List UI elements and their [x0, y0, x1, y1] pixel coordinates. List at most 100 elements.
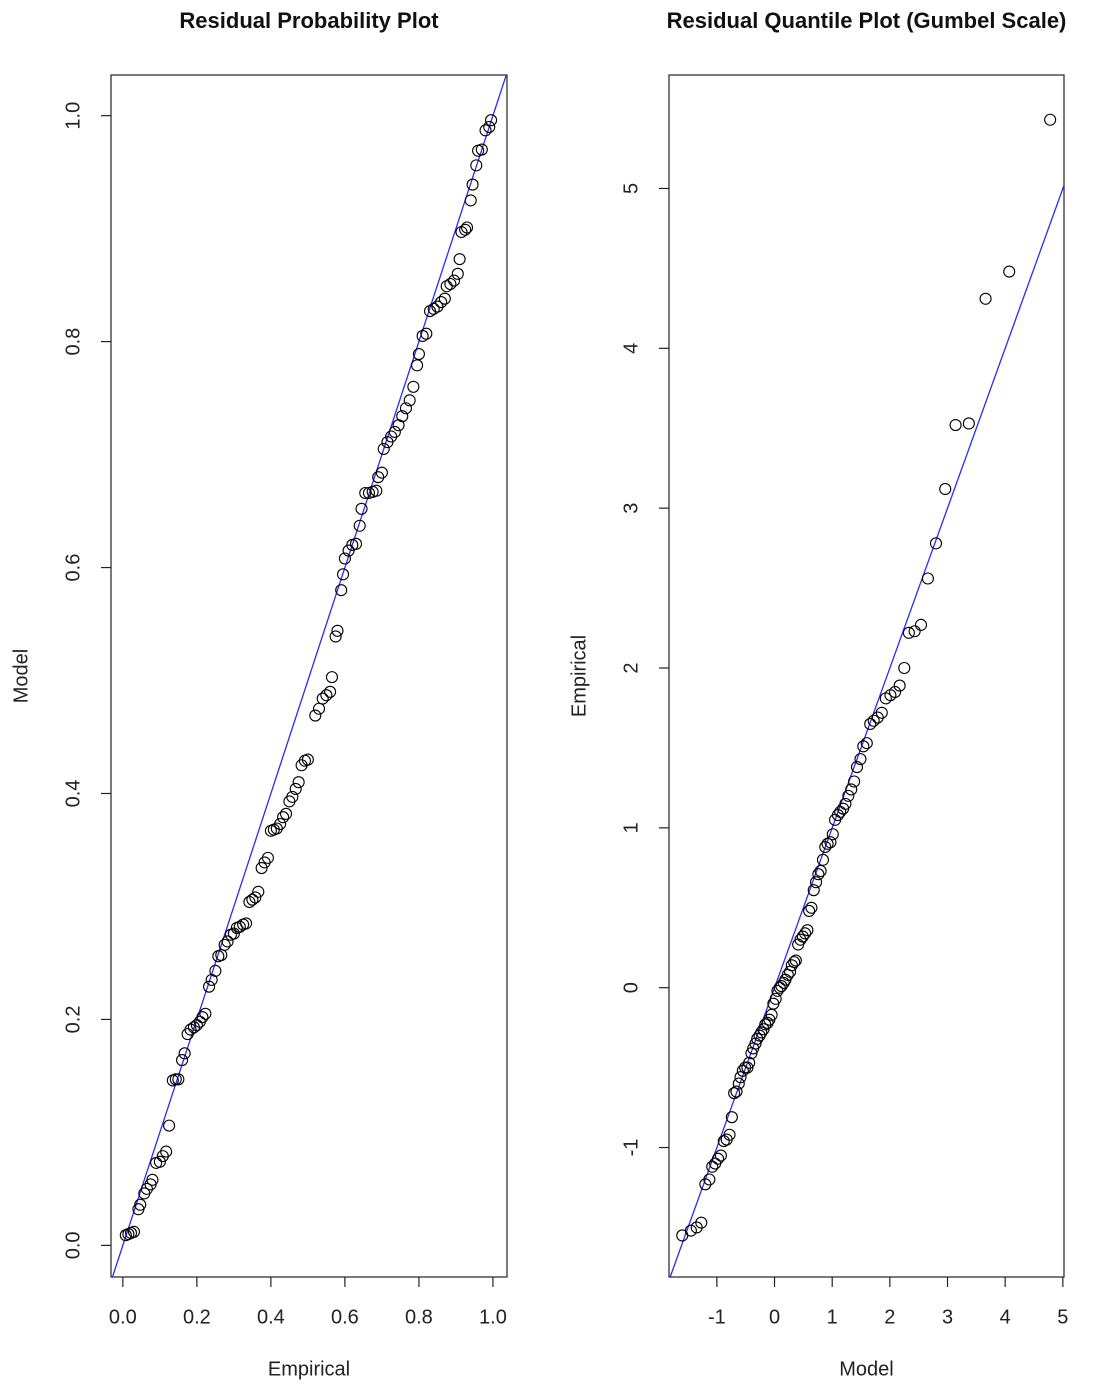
point	[949, 419, 962, 432]
point	[690, 1221, 703, 1234]
point	[850, 761, 864, 774]
x-tick-label: 0.4	[257, 1306, 285, 1328]
point	[834, 805, 847, 818]
point	[979, 292, 992, 305]
y-tick-label: 0	[620, 982, 642, 993]
point	[160, 1145, 173, 1158]
point	[218, 938, 231, 951]
point	[403, 394, 416, 407]
chart-title: Residual Quantile Plot (Gumbel Scale)	[667, 8, 1067, 33]
point	[775, 980, 788, 993]
point	[411, 359, 424, 372]
point	[845, 783, 858, 796]
x-tick-label: 3	[942, 1306, 953, 1328]
point	[255, 861, 268, 875]
point	[826, 828, 839, 841]
point	[741, 1061, 754, 1074]
point	[385, 430, 398, 443]
y-tick-label: 0.0	[62, 1231, 84, 1259]
point	[839, 797, 852, 810]
x-axis-label: Model	[839, 1358, 893, 1380]
point	[438, 292, 451, 305]
point	[464, 194, 477, 207]
point	[769, 992, 782, 1005]
x-tick-label: 2	[884, 1306, 895, 1328]
point	[939, 482, 952, 496]
point	[816, 853, 830, 866]
y-tick-label: 1.0	[62, 102, 84, 130]
point	[864, 717, 877, 731]
x-tick-label: 0.0	[109, 1306, 137, 1328]
point	[466, 178, 479, 191]
point	[809, 876, 823, 889]
point	[246, 893, 259, 906]
point	[888, 685, 902, 699]
point	[908, 625, 921, 638]
y-tick-label: 5	[620, 183, 642, 194]
point	[842, 789, 855, 802]
point	[134, 1198, 147, 1211]
point	[812, 868, 825, 881]
point	[370, 484, 383, 497]
point	[757, 1023, 770, 1036]
point	[479, 124, 492, 137]
point	[848, 775, 861, 788]
point	[898, 661, 911, 675]
panel: Residual Probability Plot 0.0 0.2 0.4 0.6 0.8…	[10, 8, 508, 1380]
point	[388, 425, 401, 439]
point	[867, 714, 880, 727]
y-tick-label: 1	[620, 822, 642, 833]
point	[324, 685, 337, 698]
y-tick-label: 3	[620, 503, 642, 514]
x-tick-label: 5	[1057, 1306, 1068, 1328]
point	[860, 737, 873, 750]
point	[725, 1111, 738, 1124]
point	[857, 740, 870, 753]
reference-line	[111, 75, 507, 1277]
point	[435, 296, 448, 309]
point	[127, 1225, 140, 1238]
point	[714, 1149, 727, 1162]
point	[676, 1229, 689, 1242]
point	[431, 300, 444, 313]
point	[459, 223, 472, 236]
point	[448, 274, 461, 287]
point	[261, 851, 274, 864]
point	[172, 1073, 185, 1086]
point	[353, 519, 366, 532]
point	[929, 537, 943, 550]
point	[723, 1128, 736, 1141]
point	[875, 706, 888, 719]
point	[854, 753, 867, 766]
point	[1003, 265, 1016, 278]
point	[329, 630, 342, 643]
point	[320, 689, 333, 702]
point	[316, 692, 329, 705]
point	[470, 159, 483, 172]
point	[902, 626, 915, 639]
point	[1044, 113, 1057, 126]
y-tick-label: 2	[620, 662, 642, 673]
point	[684, 1224, 697, 1237]
point	[423, 305, 437, 318]
x-tick-label: 0.2	[183, 1306, 211, 1328]
x-tick-label: 4	[1000, 1306, 1011, 1328]
x-tick-label: -1	[708, 1306, 726, 1328]
point	[233, 920, 246, 933]
point	[785, 959, 798, 972]
point	[312, 702, 326, 715]
point	[711, 1152, 725, 1165]
point	[227, 927, 240, 940]
point	[730, 1085, 743, 1098]
point	[732, 1077, 745, 1090]
y-tick-label: 0.6	[62, 554, 84, 582]
point	[184, 1023, 197, 1036]
point	[893, 679, 906, 692]
point	[280, 807, 293, 820]
point	[761, 1016, 774, 1029]
point	[249, 891, 262, 904]
y-axis-label: Model	[10, 649, 32, 703]
point	[221, 935, 234, 948]
